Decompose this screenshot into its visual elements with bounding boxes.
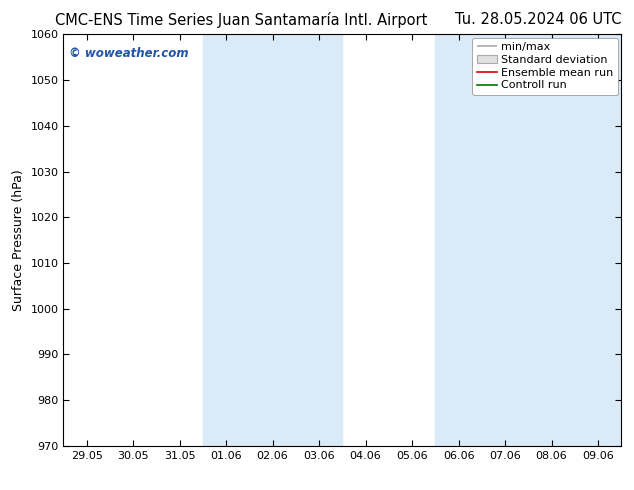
Text: Tu. 28.05.2024 06 UTC: Tu. 28.05.2024 06 UTC xyxy=(455,12,621,27)
Y-axis label: Surface Pressure (hPa): Surface Pressure (hPa) xyxy=(12,169,25,311)
Text: © woweather.com: © woweather.com xyxy=(69,47,188,60)
Text: CMC-ENS Time Series Juan Santamaría Intl. Airport: CMC-ENS Time Series Juan Santamaría Intl… xyxy=(55,12,427,28)
Bar xyxy=(436,34,621,446)
Bar xyxy=(203,34,342,446)
Legend: min/max, Standard deviation, Ensemble mean run, Controll run: min/max, Standard deviation, Ensemble me… xyxy=(472,38,618,95)
